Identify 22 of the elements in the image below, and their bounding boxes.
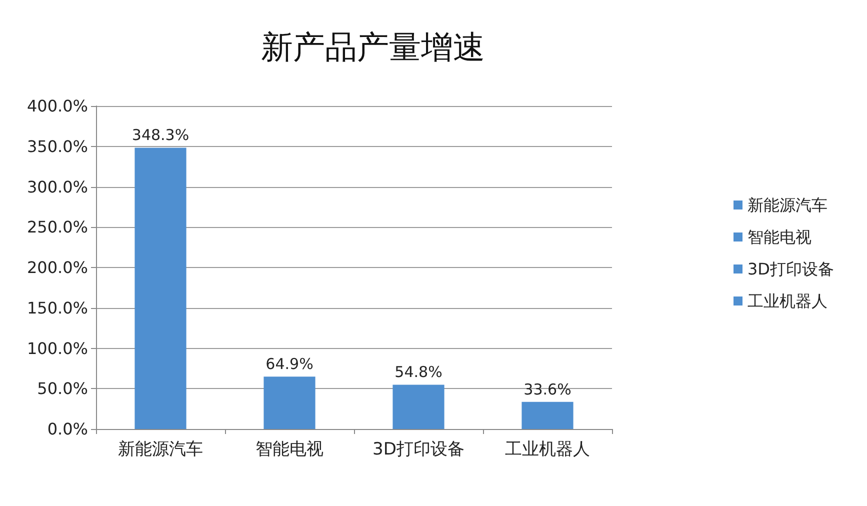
y-tick-label: 250.0% xyxy=(26,218,88,237)
legend-label: 3D打印设备 xyxy=(748,260,834,278)
y-tick-label: 50.0% xyxy=(37,379,88,398)
data-label: 64.9% xyxy=(266,355,314,374)
y-tick-label: 0.0% xyxy=(47,420,88,438)
x-tick-label: 新能源汽车 xyxy=(118,440,203,460)
y-tick-label: 300.0% xyxy=(26,177,88,196)
y-tick-label: 350.0% xyxy=(26,136,88,156)
y-tick-label: 150.0% xyxy=(26,298,88,318)
legend-label: 智能电视 xyxy=(748,228,812,246)
y-tick-label: 400.0% xyxy=(26,96,88,116)
legend-label: 工业机器人 xyxy=(748,292,828,310)
data-label: 33.6% xyxy=(524,380,572,398)
legend-label: 新能源汽车 xyxy=(748,196,828,214)
chart-title: 新产品产量增速 xyxy=(261,28,485,66)
y-tick-label: 100.0% xyxy=(26,338,88,358)
x-tick-label: 工业机器人 xyxy=(505,440,590,460)
data-label: 348.3% xyxy=(132,126,190,144)
y-tick-label: 200.0% xyxy=(26,258,88,277)
x-tick-label: 智能电视 xyxy=(256,440,324,460)
x-tick-label: 3D打印设备 xyxy=(372,440,464,460)
data-label: 54.8% xyxy=(394,363,442,382)
